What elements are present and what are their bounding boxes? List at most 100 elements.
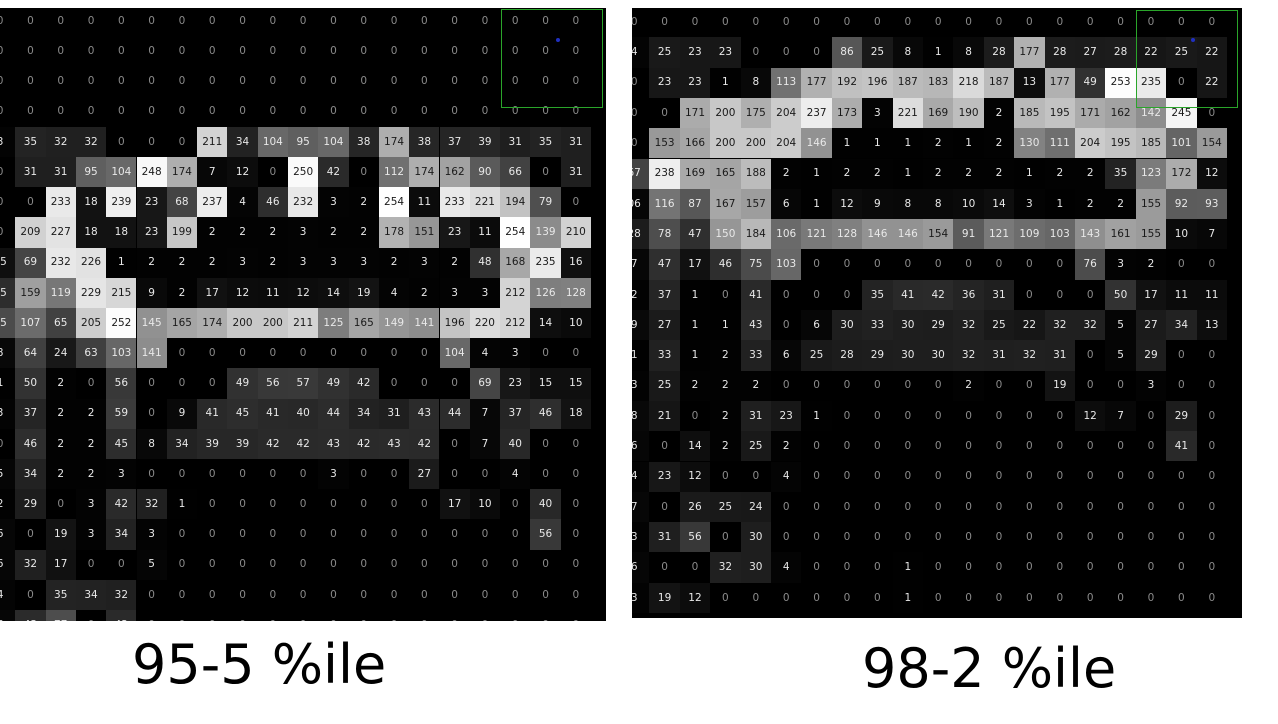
pixel-cell: 46: [257, 187, 288, 218]
pixel-cell: 0: [378, 96, 410, 127]
pixel-cell: 237: [801, 97, 832, 129]
pixel-cell: 0: [227, 519, 258, 550]
pixel-cell: 37: [500, 398, 531, 429]
pixel-cell: 0: [923, 370, 954, 401]
pixel-cell: 0: [1105, 582, 1136, 613]
pixel-cell: 0: [75, 36, 107, 67]
pixel-cell: 0: [409, 368, 440, 399]
pixel-cell: 0: [136, 459, 167, 490]
pixel-cell: 0: [227, 459, 258, 490]
pixel-cell: 45: [0, 277, 16, 308]
pixel-cell: 162: [1105, 97, 1136, 129]
pixel-cell: 103: [1044, 219, 1075, 250]
pixel-cell: 19: [45, 519, 76, 550]
pixel-cell: 0: [1166, 8, 1197, 38]
caption-95-5: 95-5 %ile: [132, 633, 387, 696]
pixel-cell: 0: [679, 400, 711, 432]
pixel-cell: 2: [1044, 158, 1075, 189]
pixel-cell: 4: [0, 579, 16, 610]
pixel-cell: 2: [710, 431, 741, 462]
pixel-cell: 39: [227, 428, 258, 459]
pixel-cell: 0: [1014, 370, 1045, 401]
pixel-cell: 0: [469, 610, 501, 621]
pixel-cell: 0: [378, 368, 410, 399]
pixel-cell: 0: [953, 8, 984, 38]
pixel-cell: 0: [740, 461, 771, 492]
pixel-cell: 3: [1105, 249, 1136, 280]
pixel-cell: 2: [378, 247, 410, 278]
pixel-cell: 0: [1075, 461, 1106, 492]
pixel-cell: 0: [740, 8, 771, 38]
pixel-cell: 0: [106, 36, 137, 67]
pixel-cell: 0: [348, 459, 379, 490]
pixel-cell: 31: [15, 157, 46, 188]
pixel-cell: 0: [649, 97, 680, 129]
pixel-cell: 0: [15, 96, 46, 127]
pixel-cell: 12: [227, 157, 258, 188]
pixel-cell: 45: [227, 398, 258, 429]
pixel-cell: 0: [983, 582, 1015, 613]
pixel-cell: 159: [15, 277, 46, 308]
pixel-cell: 3: [632, 370, 650, 401]
pixel-cell: 10: [469, 489, 501, 520]
pixel-cell: 1: [801, 188, 832, 220]
pixel-cell: 0: [560, 459, 591, 490]
pixel-cell: 3: [632, 522, 650, 553]
pixel-cell: 0: [892, 8, 923, 38]
pixel-cell: 1: [0, 368, 16, 399]
pixel-cell: 43: [318, 428, 349, 459]
pixel-cell: 4: [500, 459, 531, 490]
pixel-cell: 0: [227, 338, 258, 369]
pixel-cell: 32: [75, 126, 107, 157]
pixel-cell: 2: [983, 128, 1015, 159]
pixel-cell: 0: [378, 549, 410, 580]
pixel-cell: 31: [45, 157, 76, 188]
pixel-cell: 0: [560, 428, 591, 459]
pixel-cell: 8: [953, 37, 984, 68]
pixel-cell: 0: [1105, 491, 1136, 523]
pixel-cell: 0: [1044, 8, 1075, 38]
pixel-cell: 32: [1075, 310, 1106, 341]
pixel-cell: 2: [771, 158, 802, 189]
pixel-cell: 188: [740, 158, 771, 189]
pixel-cell: 0: [530, 459, 561, 490]
pixel-cell: 0: [378, 338, 410, 369]
pixel-cell: 0: [771, 37, 802, 68]
pixel-cell: 116: [649, 188, 680, 220]
pixel-cell: 3: [75, 489, 107, 520]
pixel-cell: 2: [75, 459, 107, 490]
pixel-cell: 5: [0, 459, 16, 490]
pixel-cell: 0: [45, 8, 76, 37]
pixel-cell: 0: [953, 522, 984, 553]
pixel-cell: 15: [530, 368, 561, 399]
pixel-cell: 211: [197, 126, 228, 157]
pixel-cell: 0: [439, 610, 470, 621]
pixel-cell: 154: [923, 219, 954, 250]
pixel-cell: 0: [500, 8, 531, 37]
pixel-cell: 0: [530, 96, 561, 127]
pixel-cell: 0: [983, 370, 1015, 401]
pixel-cell: 0: [771, 8, 802, 38]
pixel-cell: 252: [106, 308, 137, 339]
pixel-cell: 0: [439, 8, 470, 37]
pixel-cell: 0: [1014, 461, 1045, 492]
pixel-cell: 19: [649, 582, 680, 613]
pixel-cell: 30: [740, 552, 771, 583]
pixel-cell: 9: [166, 398, 198, 429]
pixel-cell: 0: [378, 610, 410, 621]
pixel-cell: 0: [500, 66, 531, 97]
pixel-cell: 229: [75, 277, 107, 308]
pixel-cell: 0: [862, 370, 893, 401]
pixel-cell: 12: [288, 277, 319, 308]
pixel-cell: 0: [288, 36, 319, 67]
pixel-cell: 49: [318, 368, 349, 399]
pixel-cell: 23: [679, 37, 711, 68]
pixel-cell: 0: [15, 519, 46, 550]
pixel-cell: 103: [106, 338, 137, 369]
pixel-cell: 0: [348, 610, 379, 621]
pixel-cell: 2: [1105, 188, 1136, 220]
pixel-cell: 128: [831, 219, 863, 250]
pixel-cell: 1: [801, 400, 832, 432]
pixel-cell: 25: [1166, 37, 1197, 68]
pixel-cell: 220: [469, 308, 501, 339]
